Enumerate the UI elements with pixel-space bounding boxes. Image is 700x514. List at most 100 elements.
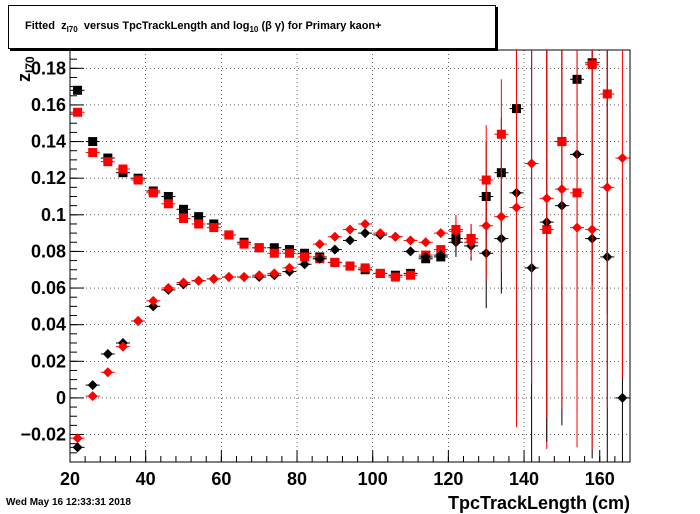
data-point-square xyxy=(239,239,249,249)
x-tick-label: 80 xyxy=(287,469,307,489)
data-point-square xyxy=(284,248,294,258)
data-point-square xyxy=(88,137,98,147)
y-axis-title-main: z xyxy=(14,73,34,82)
data-point-square xyxy=(269,243,279,253)
title-log-sub: 10 xyxy=(249,25,259,35)
y-tick-label: 0.06 xyxy=(31,278,66,298)
data-point-square xyxy=(194,212,204,222)
data-point-diamond xyxy=(420,251,431,262)
data-point-diamond xyxy=(193,275,204,286)
data-point-diamond xyxy=(360,218,371,229)
data-point-diamond xyxy=(617,392,628,403)
title-prefix: Fitted xyxy=(25,20,55,32)
data-point-diamond xyxy=(602,182,613,193)
data-point-square xyxy=(224,230,234,240)
data-point-diamond xyxy=(617,153,628,164)
data-point-diamond xyxy=(72,433,83,444)
data-point-diamond xyxy=(420,237,431,248)
data-point-diamond xyxy=(541,193,552,204)
data-point-diamond xyxy=(556,184,567,195)
data-point-square xyxy=(254,243,264,253)
data-point-diamond xyxy=(254,270,265,281)
data-point-diamond xyxy=(450,226,461,237)
data-point-square xyxy=(436,245,446,255)
data-point-square xyxy=(345,261,355,271)
title-suffix: (β γ) for Primary kaon+ xyxy=(261,20,382,32)
title-mid: versus TpcTrackLength and log xyxy=(83,20,250,32)
data-point-square xyxy=(375,268,385,278)
x-tick-label: 100 xyxy=(358,469,388,489)
data-point-square xyxy=(209,223,219,233)
data-point-diamond xyxy=(572,222,583,233)
data-point-diamond xyxy=(239,272,250,283)
data-point-diamond xyxy=(405,235,416,246)
title-z-sub: I70 xyxy=(66,25,78,35)
y-tick-label: 0.12 xyxy=(31,168,66,188)
data-point-square xyxy=(179,204,189,214)
x-tick-label: 20 xyxy=(60,469,80,489)
x-tick-label: 60 xyxy=(211,469,231,489)
data-point-square xyxy=(496,129,506,139)
data-point-diamond xyxy=(481,220,492,231)
data-point-diamond xyxy=(133,316,144,327)
chart-title: Fitted zI70 versus TpcTrackLength and lo… xyxy=(25,20,382,34)
data-point-square xyxy=(390,272,400,282)
data-point-square xyxy=(103,157,113,167)
data-point-square xyxy=(163,191,173,201)
x-tick-label: 140 xyxy=(509,469,539,489)
data-point-diamond xyxy=(284,262,295,273)
title-z: z xyxy=(61,20,67,32)
data-point-square xyxy=(148,188,158,198)
data-point-diamond xyxy=(435,228,446,239)
data-point-diamond xyxy=(72,442,83,453)
y-tick-label: 0.16 xyxy=(31,95,66,115)
data-point-diamond xyxy=(345,224,355,235)
data-point-diamond xyxy=(390,231,401,242)
y-axis-title: zI70 xyxy=(14,56,37,82)
data-point-diamond xyxy=(223,272,234,283)
data-point-diamond xyxy=(329,244,340,255)
data-point-diamond xyxy=(329,231,340,242)
data-point-diamond xyxy=(496,211,507,222)
data-point-diamond xyxy=(299,259,310,270)
data-points xyxy=(70,50,630,462)
x-tick-label: 40 xyxy=(136,469,156,489)
chart-title-box: Fitted zI70 versus TpcTrackLength and lo… xyxy=(8,5,496,49)
data-point-diamond xyxy=(163,283,174,294)
data-point-square xyxy=(88,148,98,158)
data-point-diamond xyxy=(526,158,537,169)
data-point-diamond xyxy=(269,268,280,279)
data-point-square xyxy=(194,219,204,229)
data-point-diamond xyxy=(87,391,98,402)
data-point-diamond xyxy=(178,277,189,288)
data-point-diamond xyxy=(511,202,522,213)
data-point-diamond xyxy=(345,235,355,246)
y-tick-label: 0.14 xyxy=(31,132,66,152)
data-point-diamond xyxy=(299,251,310,262)
data-point-square xyxy=(179,213,189,223)
data-point-square xyxy=(133,175,143,185)
data-point-diamond xyxy=(435,250,446,261)
y-tick-label: −0.02 xyxy=(20,425,66,445)
data-point-diamond xyxy=(208,273,219,284)
data-point-square xyxy=(73,85,83,95)
data-point-diamond xyxy=(587,224,598,235)
x-tick-label: 120 xyxy=(433,469,463,489)
data-point-square xyxy=(269,248,279,258)
y-tick-label: 0 xyxy=(56,388,66,408)
data-point-diamond xyxy=(314,253,325,264)
y-tick-label: 0.04 xyxy=(31,315,66,335)
y-axis-title-sub: I70 xyxy=(23,56,37,73)
data-point-diamond xyxy=(102,348,113,359)
data-point-square xyxy=(406,270,416,280)
plot-frame xyxy=(69,49,631,463)
data-point-diamond xyxy=(405,246,416,257)
data-point-diamond xyxy=(148,295,159,306)
data-point-diamond xyxy=(117,341,128,352)
data-point-diamond xyxy=(102,367,113,378)
y-tick-label: 0.08 xyxy=(31,241,66,261)
data-point-diamond xyxy=(314,239,325,250)
x-tick-label: 160 xyxy=(585,469,615,489)
data-point-square xyxy=(118,164,128,174)
